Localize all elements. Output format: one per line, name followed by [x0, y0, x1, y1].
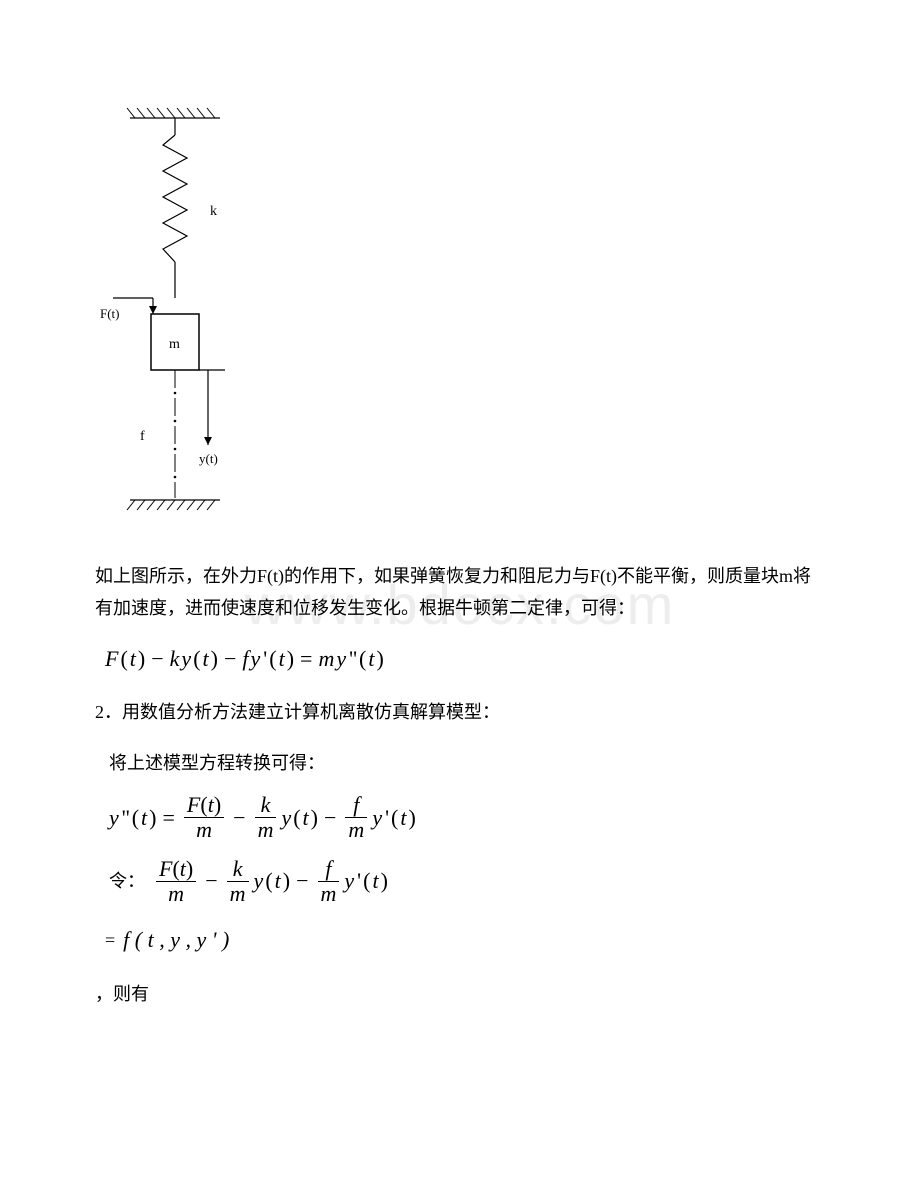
equation-2: y''(t) = F(t)m − km y(t) − fm y'(t) — [109, 793, 825, 842]
equation-4: = f ( t , y , y ' ) — [105, 920, 825, 960]
equation-3: 令： F(t)m − km y(t) − fm y'(t) — [109, 857, 825, 906]
label-m: m — [169, 337, 180, 352]
spring-mass-diagram: k F(t) m f y(t) — [95, 100, 825, 530]
paragraph-1: 如上图所示，在外力F(t)的作用下，如果弹簧恢复力和阻尼力与F(t)不能平衡，则… — [95, 560, 825, 625]
paragraph-6: ，则有 — [95, 978, 825, 1010]
label-f: f — [140, 429, 145, 444]
label-yt: y(t) — [199, 451, 218, 466]
label-ft: F(t) — [100, 306, 120, 321]
label-k: k — [210, 204, 217, 219]
page-content: k F(t) m f y(t) — [95, 100, 825, 1010]
diagram-svg: k F(t) m f y(t) — [95, 100, 265, 530]
paragraph-3: 将上述模型方程转换可得： — [109, 747, 825, 779]
equation-1: F(t) − ky(t) − fy'(t) = my''(t) — [105, 639, 825, 679]
paragraph-2: 2．用数值分析方法建立计算机离散仿真解算模型： — [95, 696, 825, 728]
